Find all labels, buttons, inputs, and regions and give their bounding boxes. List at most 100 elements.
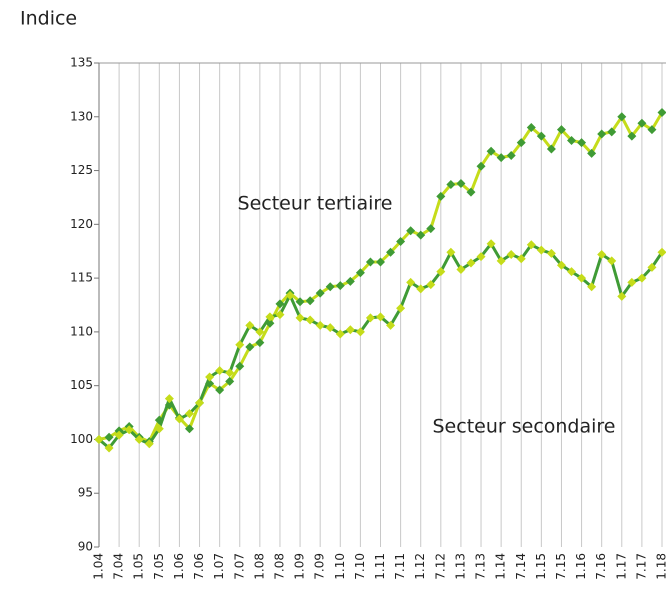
point [446,247,456,257]
x-tick-label: 7.13 [474,553,488,580]
y-tick-label: 130 [70,109,93,123]
point [184,424,194,434]
point [325,323,335,333]
y-tick-label: 100 [70,432,93,446]
series-label: Secteur secondaire [433,416,616,438]
point [587,148,597,158]
point [647,125,657,135]
point [456,178,466,188]
point [567,267,577,277]
point [335,329,345,339]
point [315,320,325,330]
point [275,299,285,309]
y-tick-label: 125 [70,163,93,177]
point [637,273,647,283]
point [416,284,426,294]
point [215,385,225,395]
point [406,226,416,236]
point [345,325,355,335]
point [265,312,275,322]
point [647,262,657,272]
point [215,366,225,376]
point [436,267,446,277]
x-tick-label: 1.06 [172,553,186,580]
point [657,247,666,257]
x-tick-label: 7.11 [393,553,407,580]
x-tick-label: 7.06 [192,553,206,580]
point [164,394,174,404]
point [446,180,456,190]
point [506,249,516,259]
point [577,273,587,283]
x-tick-label: 7.16 [594,553,608,580]
point [577,138,587,148]
point [426,224,436,234]
point [295,313,305,323]
point [526,123,536,133]
point [496,153,506,163]
point [516,254,526,264]
point [556,125,566,135]
point [305,315,315,325]
point [607,256,617,266]
point [516,138,526,148]
point [386,320,396,330]
y-tick-label: 105 [70,378,93,392]
x-tick-label: 1.17 [614,553,628,580]
point [345,276,355,286]
point [486,146,496,156]
point [325,282,335,292]
x-tick-label: 1.18 [655,553,666,580]
y-tick-label: 90 [78,540,93,554]
y-tick-label: 110 [70,324,93,338]
x-tick-label: 1.11 [373,553,387,580]
point [406,277,416,287]
point [245,320,255,330]
x-tick-label: 7.05 [152,553,166,580]
x-tick-label: 7.14 [514,553,528,580]
point [295,297,305,307]
point [245,342,255,352]
point [526,240,536,250]
point [134,434,144,444]
x-tick-label: 1.05 [132,553,146,580]
point [195,398,205,408]
point [365,313,375,323]
point [305,296,315,306]
point [104,443,114,453]
point [235,340,245,350]
point [416,230,426,240]
point [355,327,365,337]
point [174,414,184,424]
point [225,376,235,386]
point [235,361,245,371]
point [597,249,607,259]
point [205,372,215,382]
point [396,237,406,247]
point [506,150,516,160]
point [315,288,325,298]
point [587,282,597,292]
point [486,239,496,249]
point [114,430,124,440]
y-tick-label: 95 [78,486,93,500]
x-tick-label: 7.12 [433,553,447,580]
point [466,187,476,197]
point [476,252,486,262]
x-tick-label: 1.13 [453,553,467,580]
point [556,260,566,270]
point [536,245,546,255]
point [376,312,385,322]
point [617,291,627,301]
x-tick-label: 7.17 [634,553,648,580]
point [567,135,577,145]
x-tick-label: 1.09 [293,553,307,580]
point [355,268,365,278]
point [285,290,295,300]
point [184,409,194,419]
point [94,434,104,444]
point [607,127,617,137]
x-tick-label: 7.15 [554,553,568,580]
point [144,439,154,449]
